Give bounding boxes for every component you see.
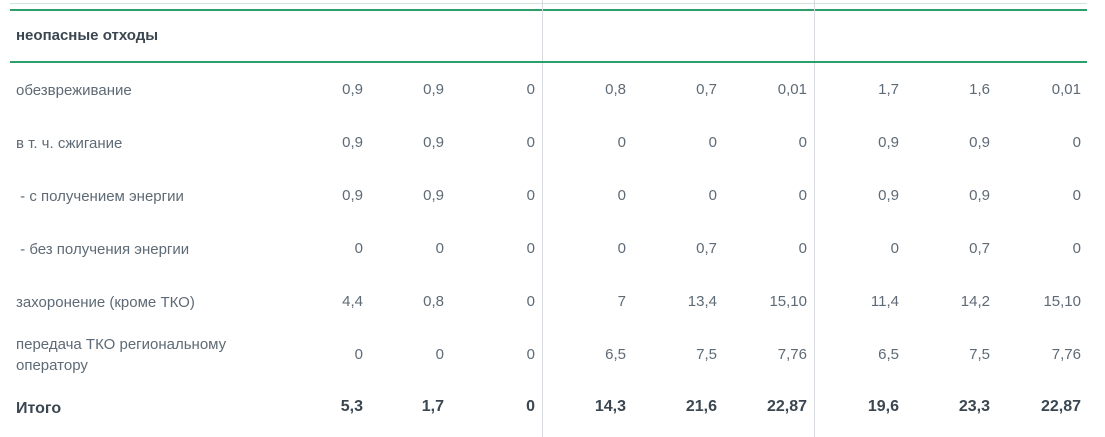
- cell: 0: [798, 240, 807, 257]
- cell: 0,7: [696, 81, 717, 98]
- top-faint-rule: [10, 3, 1087, 4]
- cell: 0: [526, 293, 535, 310]
- cell: 0: [1072, 134, 1081, 151]
- cell: 7,5: [969, 346, 990, 363]
- cell: 0,9: [342, 81, 363, 98]
- total-cell: 1,7: [421, 398, 444, 415]
- cell: 0: [708, 134, 717, 151]
- cell: 0: [1072, 187, 1081, 204]
- cell: 0,7: [696, 240, 717, 257]
- cell: 0: [708, 187, 717, 204]
- cell: 0: [617, 187, 626, 204]
- cell: 0,9: [342, 187, 363, 204]
- cell: 0: [617, 134, 626, 151]
- total-cell: 19,6: [867, 398, 899, 415]
- row-label: передача ТКО региональному: [16, 336, 227, 353]
- cell: 0: [526, 346, 535, 363]
- cell: 0: [617, 240, 626, 257]
- cell: 0,9: [423, 187, 444, 204]
- cell: 0: [798, 134, 807, 151]
- cell: 0: [354, 240, 363, 257]
- total-cell: 23,3: [958, 398, 990, 415]
- row-label: обезвреживание: [16, 82, 132, 99]
- row-label: - с получением энергии: [16, 188, 184, 205]
- cell: 13,4: [687, 293, 717, 310]
- total-cell: 22,87: [766, 398, 807, 415]
- cell: 0: [435, 346, 444, 363]
- cell: 0: [526, 240, 535, 257]
- cell: 4,4: [342, 293, 363, 310]
- section-rule: [10, 61, 1087, 63]
- cell: 0,8: [605, 81, 626, 98]
- cell: 14,2: [960, 293, 990, 310]
- row-label: захоронение (кроме ТКО): [16, 294, 195, 311]
- cell: 7: [617, 293, 626, 310]
- cell: 6,5: [878, 346, 899, 363]
- cell: 0,9: [969, 187, 990, 204]
- cell: 1,7: [878, 81, 899, 98]
- row-label-continued: оператору: [16, 357, 88, 374]
- group-separator: [542, 0, 543, 437]
- cell: 0: [435, 240, 444, 257]
- cell: 0,01: [1051, 81, 1081, 98]
- cell: 0,9: [342, 134, 363, 151]
- cell: 0: [890, 240, 899, 257]
- cell: 0: [798, 187, 807, 204]
- cell: 0,9: [969, 134, 990, 151]
- section-title: неопасные отходы: [16, 27, 159, 44]
- cell: 1,6: [969, 81, 990, 98]
- cell: 0,9: [878, 187, 899, 204]
- cell: 0,9: [423, 134, 444, 151]
- cell: 11,4: [870, 293, 899, 310]
- cell: 15,10: [1043, 293, 1081, 310]
- cell: 0,7: [969, 240, 990, 257]
- row-label: в т. ч. сжигание: [16, 135, 123, 152]
- total-label: Итого: [16, 400, 62, 417]
- cell: 6,5: [605, 346, 626, 363]
- cell: 7,76: [777, 346, 807, 363]
- cell: 0: [526, 187, 535, 204]
- cell: 0,01: [777, 81, 807, 98]
- cell: 0,9: [423, 81, 444, 98]
- cell: 0: [354, 346, 363, 363]
- group-separator: [814, 0, 815, 437]
- cell: 0: [526, 134, 535, 151]
- total-cell: 22,87: [1040, 398, 1081, 415]
- cell: 7,5: [696, 346, 717, 363]
- total-cell: 14,3: [594, 398, 626, 415]
- total-cell: 21,6: [685, 398, 717, 415]
- cell: 0,9: [878, 134, 899, 151]
- cell: 0,8: [423, 293, 444, 310]
- cell: 0: [1072, 240, 1081, 257]
- total-cell: 5,3: [340, 398, 363, 415]
- cell: 15,10: [769, 293, 807, 310]
- row-label: - без получения энергии: [16, 241, 190, 258]
- top-rule: [10, 9, 1087, 11]
- cell: 0: [526, 81, 535, 98]
- total-cell: 0: [526, 398, 535, 415]
- cell: 7,76: [1051, 346, 1081, 363]
